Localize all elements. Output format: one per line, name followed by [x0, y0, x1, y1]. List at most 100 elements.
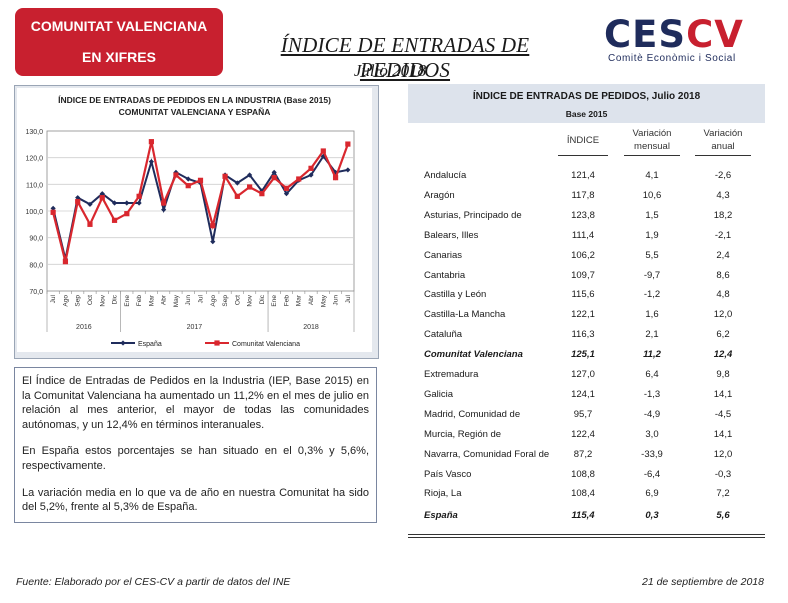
data-point-espana [345, 167, 351, 173]
row-indice-value: 111,4 [571, 229, 595, 241]
logo-part-ces: CES [604, 13, 687, 56]
summary-paragraph-2: En España estos porcentajes se han situa… [22, 445, 369, 472]
row-mensual-value: 5,5 [645, 249, 659, 261]
row-region-name: Cataluña [424, 329, 463, 341]
row-indice-value: 123,8 [571, 209, 595, 221]
data-point-espana [332, 169, 339, 175]
x-tick-label: Dic [259, 294, 266, 304]
page-title: ÍNDICE DE ENTRADAS DE PEDIDOS [280, 33, 530, 82]
data-point-comunitat-valenciana [136, 193, 142, 199]
row-anual-value: 12,0 [713, 309, 733, 321]
table-row: Rioja, La 108,4 6,9 7,2 [408, 484, 765, 504]
line-chart: ÍNDICE DE ENTRADAS DE PEDIDOS EN LA INDU… [25, 95, 355, 348]
row-indice-value: 115,4 [571, 510, 595, 522]
x-tick-label: Jun [185, 295, 192, 306]
table-row: Comunitat Valenciana 125,1 11,2 12,4 [408, 345, 765, 365]
table-row: Castilla-La Mancha 122,1 1,6 12,0 [408, 305, 765, 325]
data-point-comunitat-valenciana [247, 184, 253, 190]
row-mensual-value: 4,1 [645, 170, 659, 181]
ces-cv-logo: CESCV Comitè Econòmic i Social [604, 14, 766, 66]
data-point-comunitat-valenciana [111, 217, 118, 223]
summary-text-box: El Índice de Entradas de Pedidos en la I… [14, 367, 377, 523]
data-point-comunitat-valenciana [210, 223, 216, 229]
logo-part-cv: CV [686, 13, 744, 56]
row-anual-value: 14,1 [713, 428, 733, 440]
y-tick-label: 120,0 [25, 156, 43, 163]
row-anual-value: 12,0 [713, 448, 733, 460]
x-tick-label: Oct [87, 295, 94, 305]
table-row: Madrid, Comunidad de 95,7 -4,9 -4,5 [408, 405, 765, 425]
row-region-name: España [424, 510, 458, 522]
footer-date: 21 de septiembre de 2018 [641, 576, 764, 588]
row-region-name: Madrid, Comunidad de [424, 408, 521, 420]
chart-subtitle: COMUNITAT VALENCIANA Y ESPAÑA [119, 107, 271, 117]
row-mensual-value: 6,9 [645, 488, 659, 500]
table-row: Extremadura 127,0 6,4 9,8 [408, 365, 765, 385]
table-title: ÍNDICE DE ENTRADAS DE PEDIDOS, Julio 201… [472, 91, 701, 102]
row-anual-value: 2,4 [716, 249, 730, 261]
x-tick-label: Jul [50, 294, 57, 303]
row-anual-value: 12,4 [713, 349, 733, 361]
data-point-espana [148, 159, 154, 165]
legend-marker-espana [120, 340, 126, 346]
row-indice-value: 106,2 [571, 249, 595, 261]
row-anual-value: 4,3 [716, 189, 730, 201]
row-indice-value: 95,7 [573, 408, 593, 420]
x-tick-label: Jun [333, 295, 340, 306]
row-mensual-value: 11,2 [643, 349, 661, 361]
table-row: Cataluña 116,3 2,1 6,2 [408, 325, 765, 345]
row-indice-value: 108,4 [571, 488, 595, 500]
data-point-comunitat-valenciana [259, 191, 265, 197]
row-mensual-value: -1,3 [643, 388, 661, 400]
data-point-espana [124, 200, 130, 206]
region-badge: COMUNITAT VALENCIANA EN XIFRES [15, 8, 223, 76]
col-header-anual-line1: Variación [703, 128, 743, 139]
row-region-name: Galicia [424, 388, 454, 400]
y-tick-label: 110,0 [26, 182, 43, 189]
data-point-espana [87, 201, 93, 207]
data-point-espana [283, 191, 290, 197]
data-point-comunitat-valenciana [161, 200, 167, 206]
x-tick-label: Feb [136, 295, 143, 307]
row-mensual-value: 6,4 [645, 369, 659, 380]
row-mensual-value: -33,9 [641, 448, 663, 460]
x-tick-label: Sep [75, 295, 82, 307]
page-subtitle: Julio 2018 [353, 61, 427, 80]
x-tick-label: Mar [296, 294, 303, 306]
summary-paragraph-3: La variación media en lo que va de año e… [22, 486, 369, 514]
row-indice-value: 124,1 [571, 388, 595, 400]
data-point-espana [210, 239, 216, 245]
x-tick-label: Sep [222, 295, 229, 307]
row-region-name: Aragón [424, 189, 455, 201]
data-point-espana [111, 200, 118, 206]
chart-title: ÍNDICE DE ENTRADAS DE PEDIDOS EN LA INDU… [58, 95, 331, 105]
col-header-anual-line2: anual [711, 141, 735, 152]
year-label: 2018 [303, 324, 319, 331]
row-region-name: Rioja, La [424, 488, 462, 500]
data-point-comunitat-valenciana [173, 172, 179, 178]
table-bottom-rule [408, 534, 765, 538]
x-tick-label: Nov [99, 294, 106, 306]
data-point-espana [271, 169, 277, 175]
row-indice-value: 121,4 [571, 170, 595, 181]
x-tick-label: May [173, 294, 180, 307]
row-indice-value: 116,3 [571, 329, 595, 341]
data-point-comunitat-valenciana [75, 199, 81, 205]
chart-area: ÍNDICE DE ENTRADAS DE PEDIDOS EN LA INDU… [17, 88, 372, 352]
row-anual-value: 14,1 [713, 388, 733, 400]
data-point-espana [247, 172, 253, 178]
row-mensual-value: 10,6 [642, 189, 662, 201]
table-row: Canarias 106,2 5,5 2,4 [408, 246, 765, 266]
data-point-comunitat-valenciana [234, 193, 240, 199]
row-anual-value: 4,8 [716, 289, 730, 301]
data-point-espana [234, 180, 240, 186]
col-header-mensual-line1: Variación [632, 128, 672, 139]
x-tick-label: Mar [148, 294, 155, 306]
x-tick-label: Ago [62, 295, 69, 307]
row-anual-value: 7,2 [716, 488, 730, 500]
row-mensual-value: 3,0 [645, 428, 659, 440]
chart-panel: ÍNDICE DE ENTRADAS DE PEDIDOS EN LA INDU… [14, 85, 379, 359]
table-row: País Vasco 108,8 -6,4 -0,3 [408, 465, 765, 485]
data-point-comunitat-valenciana [308, 165, 314, 171]
table-row: España 115,4 0,3 5,6 [408, 506, 765, 526]
